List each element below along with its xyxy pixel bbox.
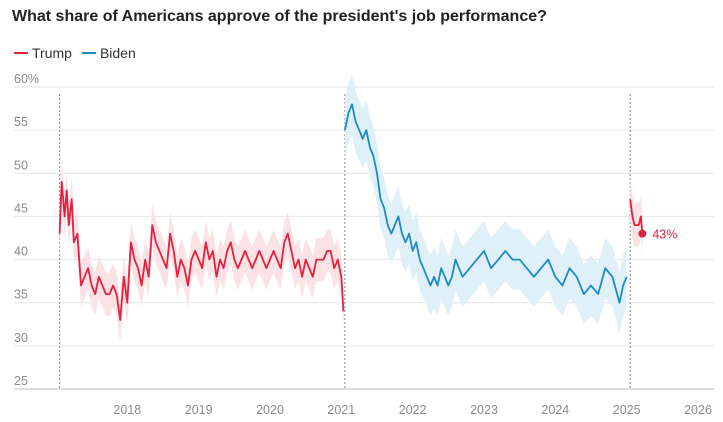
series-line-trump	[58, 181, 345, 321]
x-tick-label: 2020	[256, 403, 284, 417]
x-tick-label: 2021	[327, 403, 355, 417]
latest-value-dot	[638, 229, 647, 238]
y-tick-label: 45	[14, 201, 28, 215]
legend-swatch-trump	[14, 52, 28, 54]
x-tick-label: 2024	[541, 403, 569, 417]
legend-item-trump: Trump	[14, 45, 72, 61]
legend-item-biden: Biden	[81, 45, 136, 61]
band-biden	[344, 74, 627, 333]
x-tick-label: 2022	[399, 403, 427, 417]
x-tick-label: 2025	[613, 403, 641, 417]
series-line-biden	[344, 103, 628, 304]
legend-label-trump: Trump	[32, 45, 72, 61]
y-tick-label: 50	[14, 158, 28, 172]
x-tick-label: 2026	[684, 403, 712, 417]
y-tick-label: 60%	[14, 72, 39, 86]
x-tick-label: 2019	[185, 403, 213, 417]
series-line-trump	[629, 199, 644, 234]
y-tick-label: 35	[14, 288, 28, 302]
x-tick-label: 2023	[470, 403, 498, 417]
x-tick-label: 2018	[113, 403, 141, 417]
y-tick-label: 40	[14, 245, 28, 259]
legend: Trump Biden	[14, 45, 146, 61]
y-tick-label: 30	[14, 331, 28, 345]
y-tick-label: 55	[14, 115, 28, 129]
legend-swatch-biden	[81, 52, 96, 54]
legend-label-biden: Biden	[99, 45, 136, 61]
latest-value-label: 43%	[652, 228, 677, 242]
y-tick-label: 25	[14, 374, 28, 388]
band-trump	[59, 160, 344, 342]
chart-title: What share of Americans approve of the p…	[12, 8, 547, 25]
